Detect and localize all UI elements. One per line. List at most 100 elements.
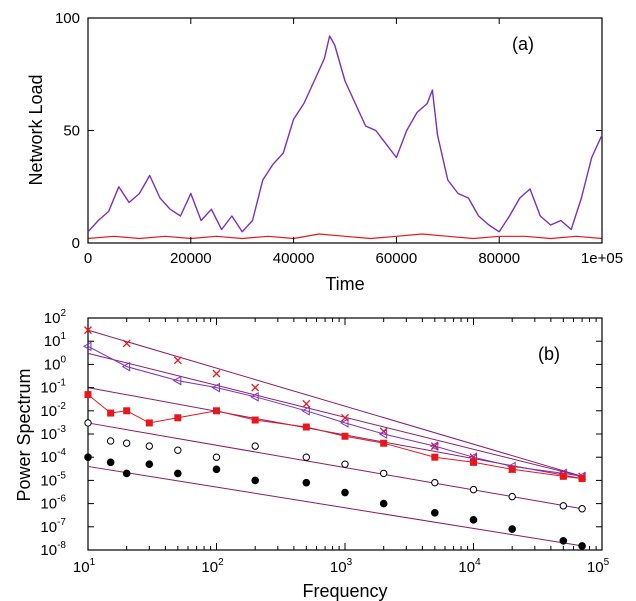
data-point-cross (173, 356, 182, 365)
plot-b-ticks: 101 102 103 104 105 10-8 10-7 10-6 10-5 10-4 10-3 1… (40, 308, 609, 576)
series-b-open-circle (84, 419, 586, 513)
data-point-filled-square (559, 472, 567, 480)
y-tick-label-b: 102 (44, 308, 67, 327)
data-point-filled-circle (174, 469, 182, 478)
fit-line-b-0 (87, 329, 583, 477)
data-point-open-circle (302, 453, 311, 461)
x-tick-label-a: 20000 (170, 250, 212, 267)
data-point-filled-circle (212, 465, 221, 474)
y-tick-label-b: 10-2 (40, 401, 66, 420)
series-line-a-1 (87, 233, 603, 240)
y-tick-label-a: 0 (72, 235, 80, 252)
data-point-open-circle (431, 478, 439, 487)
y-tick-label-b: 10-6 (40, 494, 66, 513)
data-point-open-circle (578, 505, 586, 513)
data-point-filled-square (431, 453, 439, 461)
plot-a-series (87, 35, 603, 240)
data-point-open-triangle (82, 341, 92, 352)
y-tick-label-b: 10-1 (40, 378, 66, 397)
plot-b-series (82, 326, 587, 550)
x-axis-label-b: Frequency (302, 581, 387, 601)
x-tick-label-a: 80000 (478, 250, 520, 267)
data-point-open-triangle (378, 429, 388, 439)
panel-b-power-spectrum: 101 102 103 104 105 10-8 10-7 10-6 10-5 10-4 10-3 1… (14, 308, 610, 601)
data-point-open-triangle (172, 375, 182, 386)
data-point-cross (84, 326, 92, 335)
data-point-open-circle (212, 453, 221, 461)
data-point-filled-circle (106, 458, 115, 467)
data-point-open-triangle (250, 391, 259, 402)
data-point-filled-circle (122, 469, 131, 478)
x-tick-label-b: 101 (73, 557, 96, 576)
data-point-cross (302, 399, 311, 408)
data-point-filled-circle (341, 488, 349, 497)
data-point-open-circle (379, 469, 388, 478)
data-point-filled-square (302, 423, 310, 431)
x-tick-label-a: 1e+05 (581, 250, 623, 267)
data-point-filled-square (341, 432, 349, 440)
y-tick-label-b: 101 (44, 331, 67, 350)
fit-line-b-1 (87, 352, 583, 477)
data-point-open-circle (341, 460, 349, 468)
y-tick-label-b: 10-8 (40, 540, 66, 559)
data-point-filled-circle (431, 509, 439, 517)
data-point-filled-square (174, 414, 182, 422)
data-point-open-circle (106, 437, 115, 445)
y-axis-label-a: Network Load (26, 74, 46, 185)
data-point-filled-circle (379, 499, 388, 508)
series-line-a-0 (87, 35, 603, 233)
data-point-cross (212, 369, 221, 378)
x-tick-label-a: 40000 (273, 250, 315, 267)
data-point-open-circle (559, 502, 568, 510)
data-point-open-triangle (211, 382, 220, 393)
data-point-filled-circle (469, 516, 478, 524)
fit-line-b-3 (87, 422, 583, 510)
y-tick-label-b: 10-7 (40, 517, 66, 536)
x-tick-label-b: 102 (201, 557, 224, 576)
panel-label-b: (b) (538, 344, 560, 364)
data-point-filled-square (107, 409, 115, 417)
data-point-filled-circle (251, 476, 259, 485)
panel-label-a: (a) (512, 34, 534, 54)
data-point-open-triangle (121, 361, 131, 372)
y-tick-label-a: 50 (63, 123, 80, 140)
series-b-filled-circle (84, 453, 586, 550)
y-tick-label-b: 100 (44, 354, 67, 373)
y-tick-label-b: 10-3 (40, 424, 66, 443)
plot-a-frame (87, 17, 603, 244)
data-point-filled-square (470, 458, 477, 466)
data-point-open-circle (122, 439, 131, 447)
data-point-filled-circle (559, 536, 568, 545)
x-tick-label-b: 105 (587, 557, 610, 576)
data-point-open-circle (508, 492, 516, 501)
data-point-open-triangle (339, 418, 349, 428)
data-point-filled-circle (302, 478, 311, 487)
data-point-filled-circle (508, 525, 516, 533)
y-tick-label-b: 10-5 (40, 470, 66, 489)
data-point-open-circle (469, 485, 478, 494)
x-tick-label-a: 60000 (376, 250, 418, 267)
x-tick-label-b: 104 (458, 557, 481, 576)
plot-b-fit-lines (87, 329, 583, 547)
panel-a-time-series: 0 20000 40000 60000 80000 1e+05 0 50 100 (a) Tim… (26, 10, 623, 294)
x-tick-label-b: 103 (330, 557, 353, 576)
data-point-cross (251, 383, 260, 392)
data-point-cross (122, 339, 131, 348)
data-point-filled-square (84, 391, 92, 399)
data-point-open-circle (174, 446, 182, 454)
y-tick-label-b: 10-4 (40, 447, 66, 466)
data-point-open-circle (251, 442, 259, 450)
data-point-open-triangle (301, 405, 310, 416)
y-axis-label-b: Power Spectrum (14, 368, 34, 501)
data-point-open-circle (145, 442, 154, 450)
plot-a-ticks: 0 20000 40000 60000 80000 1e+05 0 50 100 (55, 10, 623, 267)
fit-line-b-4 (87, 465, 583, 547)
data-point-open-circle (84, 419, 92, 427)
data-point-filled-square (578, 475, 586, 483)
data-point-open-triangle (429, 441, 439, 451)
data-point-filled-square (251, 416, 259, 424)
data-point-cross (341, 413, 349, 422)
data-point-filled-circle (578, 542, 586, 550)
data-point-filled-square (508, 465, 516, 473)
